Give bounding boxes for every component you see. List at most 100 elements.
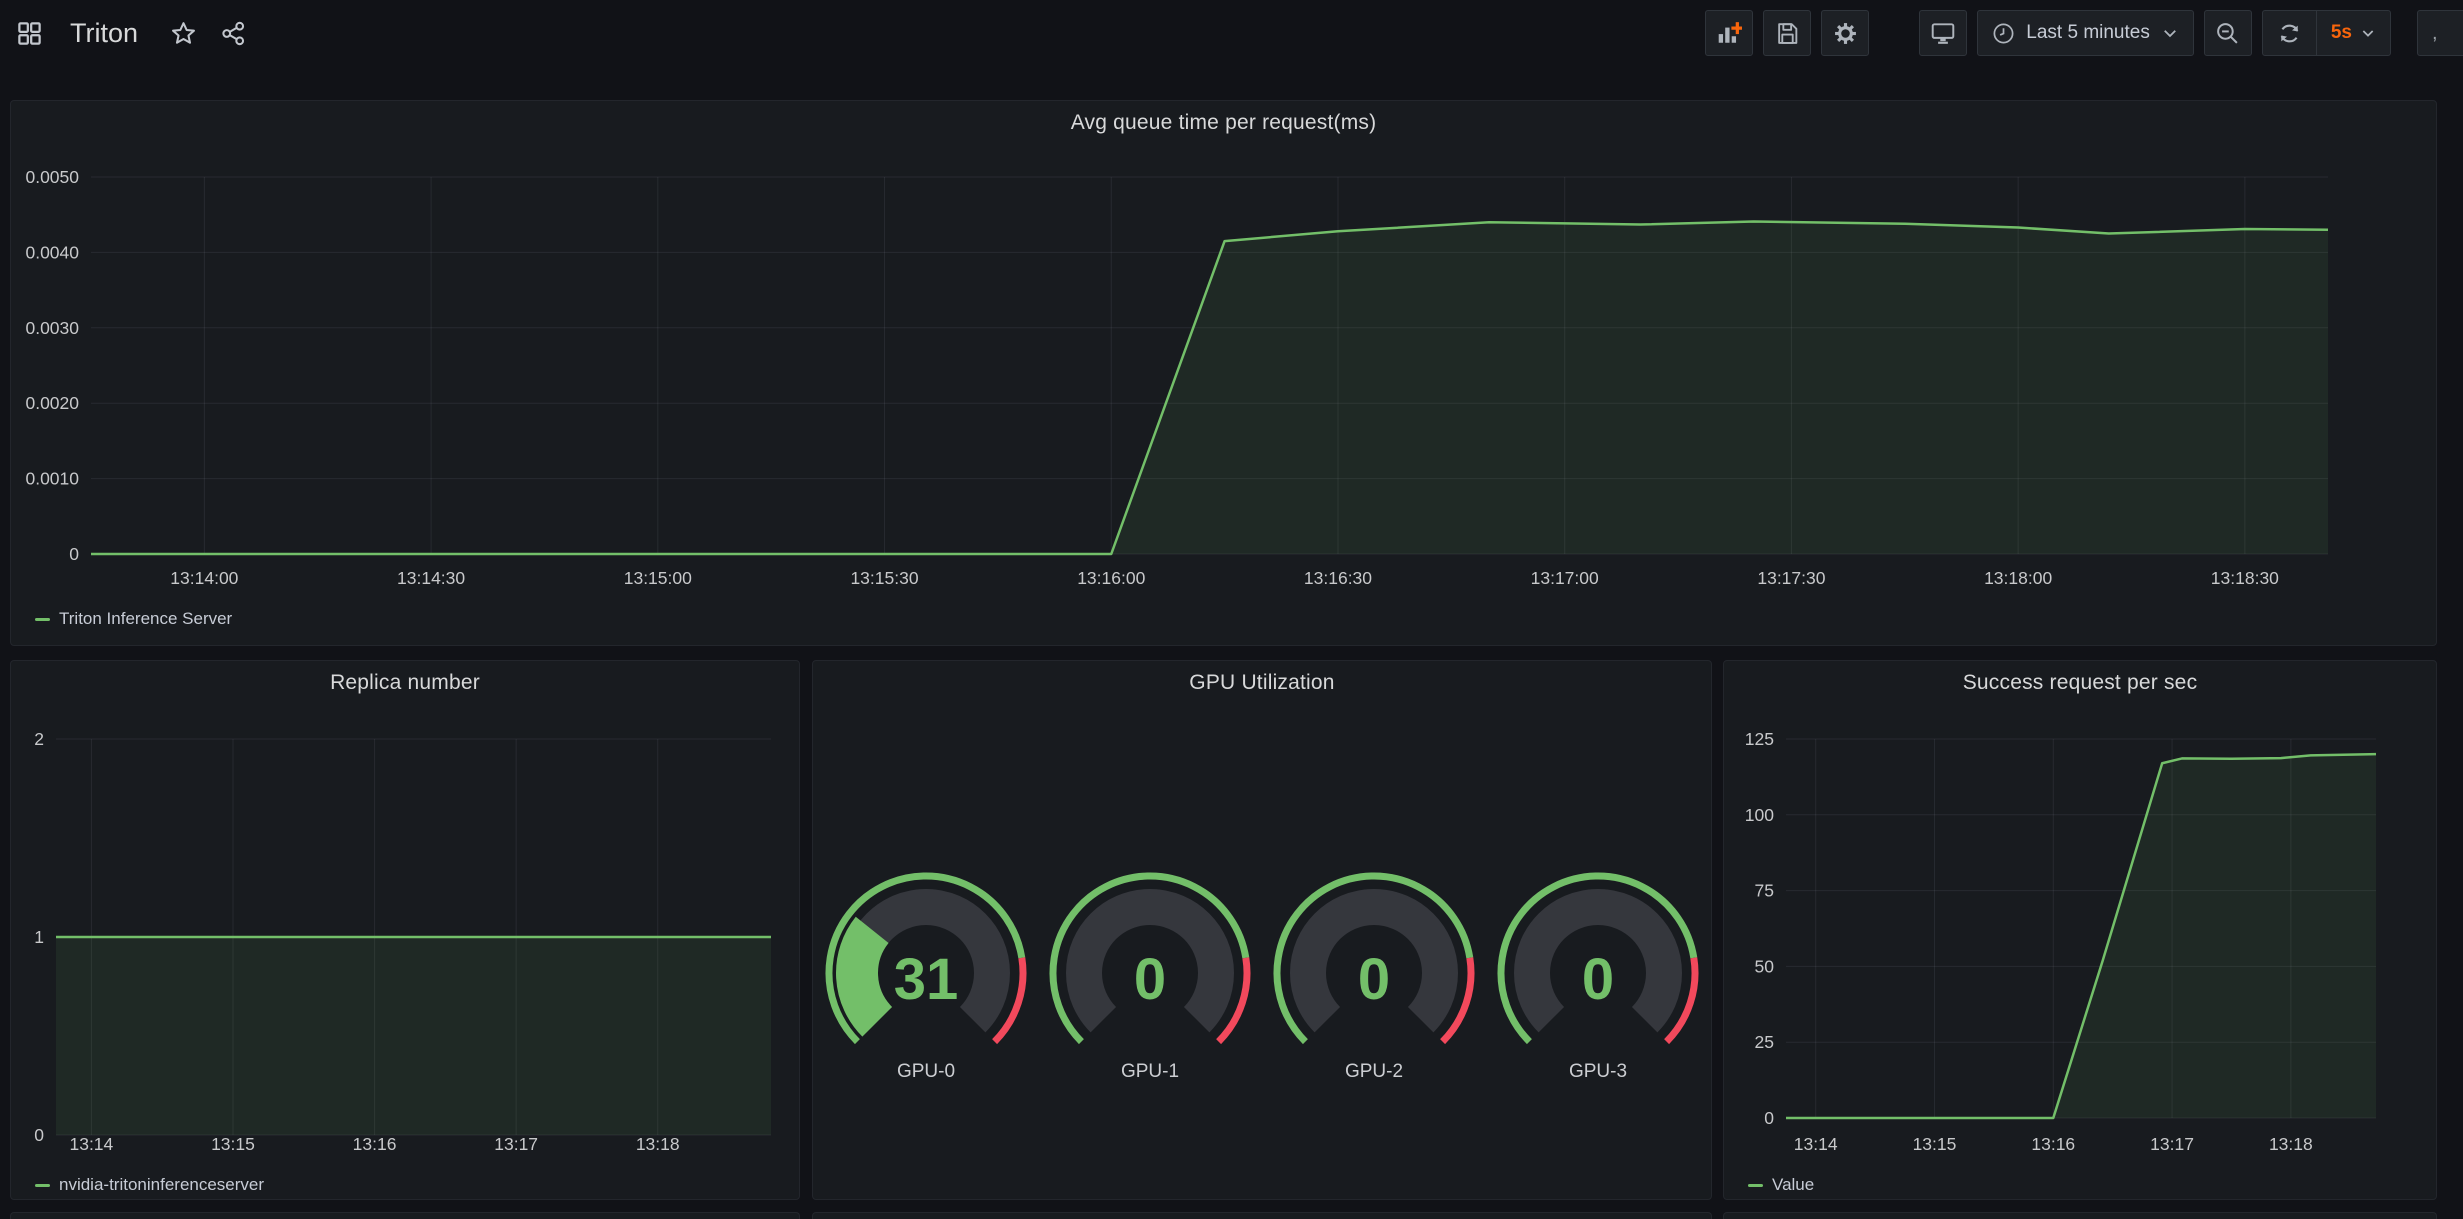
- gauge-arc: 31: [825, 872, 1027, 1045]
- chart-legend[interactable]: nvidia-tritoninferenceserver: [35, 1175, 264, 1195]
- x-axis-tick-label: 13:18: [636, 1134, 680, 1154]
- star-icon[interactable]: [168, 18, 198, 48]
- x-axis-tick-label: 13:16:00: [1077, 568, 1145, 588]
- chevron-down-icon: [2362, 30, 2374, 37]
- gauge-gpu-2: 0 GPU-2: [1267, 871, 1481, 1083]
- refresh-interval-dropdown[interactable]: 5s: [2315, 11, 2390, 55]
- refresh-button[interactable]: [2263, 11, 2316, 55]
- partial-cutoff-button[interactable]: ,: [2417, 10, 2463, 56]
- y-axis-tick-label: 125: [1745, 729, 1774, 749]
- y-axis-tick-label: 50: [1755, 956, 1775, 976]
- x-axis-tick-label: 13:14:30: [397, 568, 465, 588]
- partial-glyph: ,: [2432, 21, 2438, 44]
- gauge-value: 31: [894, 947, 959, 1012]
- gauge-label: GPU-2: [1344, 1061, 1404, 1082]
- x-axis-tick-label: 13:14:00: [170, 568, 238, 588]
- series-line: [91, 220, 2329, 556]
- y-axis-tick-label: 0.0010: [25, 469, 79, 489]
- gauge-arc: 0: [1273, 872, 1475, 1045]
- x-axis-tick-label: 13:17:00: [1531, 568, 1599, 588]
- legend-series-label: Triton Inference Server: [59, 609, 233, 628]
- y-axis-tick-label: 0: [1764, 1108, 1774, 1128]
- panel-title[interactable]: Replica number: [330, 671, 480, 694]
- y-axis-tick-label: 2: [34, 729, 44, 749]
- x-axis-tick-label: 13:18: [2269, 1134, 2313, 1154]
- y-axis-tick-label: 0.0040: [25, 242, 79, 262]
- x-axis-tick-label: 13:17: [2150, 1134, 2194, 1154]
- x-axis-tick-label: 13:17:30: [1757, 568, 1825, 588]
- gauge-gpu-0: 31 GPU-0: [819, 871, 1033, 1083]
- gauge-label: GPU-1: [1120, 1061, 1180, 1082]
- refresh-button-group: 5s: [2261, 10, 2391, 56]
- panel-success-request: Success request per sec 0 25 50 75 100 125 13:…: [1723, 660, 2437, 1200]
- save-dashboard-button[interactable]: [1763, 10, 1812, 56]
- series-area-fill: [1786, 754, 2376, 1118]
- chevron-down-icon: [2163, 30, 2176, 38]
- y-axis-tick-label: 0: [34, 1125, 44, 1145]
- gauge-value: 0: [1134, 947, 1166, 1012]
- series-area-fill: [91, 221, 2328, 554]
- zoom-out-button[interactable]: [2203, 10, 2252, 56]
- gauge-arc: 0: [1049, 872, 1251, 1045]
- x-axis-tick-label: 13:16: [353, 1134, 397, 1154]
- tv-cycle-button[interactable]: [1919, 10, 1968, 56]
- next-row-panel-edge: [10, 1212, 800, 1219]
- gauge-value: 0: [1358, 947, 1390, 1012]
- legend-series-label: nvidia-tritoninferenceserver: [59, 1175, 265, 1194]
- panel-avg-queue-time: Avg queue time per request(ms) 0 0.0010 0.…: [10, 100, 2437, 646]
- apps-grid-icon[interactable]: [14, 18, 44, 48]
- y-axis-tick-label: 0.0050: [25, 167, 79, 187]
- series-area-fill: [56, 937, 771, 1135]
- legend-series-color: [1748, 1183, 1763, 1187]
- y-axis-tick-label: 0: [69, 544, 79, 564]
- gear-icon: [1834, 22, 1856, 44]
- refresh-icon: [2280, 24, 2299, 42]
- gauge-gpu-3: 0 GPU-3: [1491, 871, 1705, 1083]
- chart-legend[interactable]: Triton Inference Server: [35, 609, 232, 629]
- series-line: [1786, 752, 2377, 1120]
- x-axis-tick-label: 13:14: [69, 1134, 113, 1154]
- y-axis-tick-label: 0.0020: [25, 393, 79, 413]
- time-range-label: Last 5 minutes: [2026, 22, 2150, 43]
- x-axis-tick-label: 13:17: [494, 1134, 538, 1154]
- queue-time-chart-plot[interactable]: 0 0.0010 0.0020 0.0030 0.0040 0.0050 13:14:00 1…: [11, 101, 2436, 645]
- x-axis-tick-label: 13:18:00: [1984, 568, 2052, 588]
- chart-legend[interactable]: Value: [1748, 1175, 1814, 1195]
- time-range-picker[interactable]: Last 5 minutes: [1977, 10, 2194, 56]
- panel-title[interactable]: GPU Utilization: [1189, 671, 1335, 694]
- dashboard-title[interactable]: Triton: [70, 17, 139, 48]
- y-axis-tick-label: 25: [1755, 1032, 1774, 1052]
- y-axis-tick-label: 1: [34, 927, 44, 947]
- legend-series-color: [35, 617, 50, 621]
- x-axis-tick-label: 13:15: [211, 1134, 255, 1154]
- gauge-label: GPU-3: [1568, 1061, 1628, 1082]
- share-icon[interactable]: [218, 18, 248, 48]
- replica-chart-plot[interactable]: 0 1 2 13:14 13:15 13:16 13:17 13:18: [11, 661, 799, 1199]
- plus-horizontal: [1731, 26, 1743, 30]
- zoom-out-icon: [2217, 22, 2238, 44]
- next-row-panel-edge: [1723, 1212, 2437, 1219]
- panel-title[interactable]: Success request per sec: [1962, 671, 2198, 694]
- panel-replica-number: Replica number 0 1 2 13:14 13:15 13:16 13:17 13…: [10, 660, 800, 1200]
- x-axis-tick-label: 13:16:30: [1304, 568, 1372, 588]
- x-axis-tick-label: 13:14: [1794, 1134, 1838, 1154]
- x-axis-tick-label: 13:15:00: [624, 568, 692, 588]
- gauge-gpu-1: 0 GPU-1: [1043, 871, 1257, 1083]
- gauge-value: 0: [1582, 947, 1614, 1012]
- y-axis-tick-label: 100: [1745, 805, 1774, 825]
- x-axis-tick-label: 13:18:30: [2211, 568, 2279, 588]
- gauge-row: 31 GPU-0 0 GPU-1 0 GPU-2 0 GPU-3: [813, 871, 1711, 1083]
- legend-series-label: Value: [1772, 1175, 1815, 1194]
- next-row-panel-edge: [812, 1212, 1712, 1219]
- success-chart-plot[interactable]: 0 25 50 75 100 125 13:14 13:15 13:16 13:17 13:18: [1724, 661, 2436, 1199]
- panel-gpu-utilization: GPU Utilization 31 GPU-0 0 GPU-1 0 GPU-2 0 GPU-…: [812, 660, 1712, 1200]
- panel-title[interactable]: Avg queue time per request(ms): [1070, 111, 1377, 134]
- settings-gear-button[interactable]: [1821, 10, 1870, 56]
- add-panel-button[interactable]: [1705, 10, 1754, 56]
- refresh-interval-label: 5s: [2330, 22, 2352, 43]
- x-axis-tick-label: 13:15:30: [850, 568, 918, 588]
- y-axis-tick-label: 75: [1755, 881, 1774, 901]
- dashboard-header: Triton: [0, 0, 2463, 66]
- legend-series-color: [35, 1183, 50, 1187]
- x-axis-tick-label: 13:15: [1913, 1134, 1957, 1154]
